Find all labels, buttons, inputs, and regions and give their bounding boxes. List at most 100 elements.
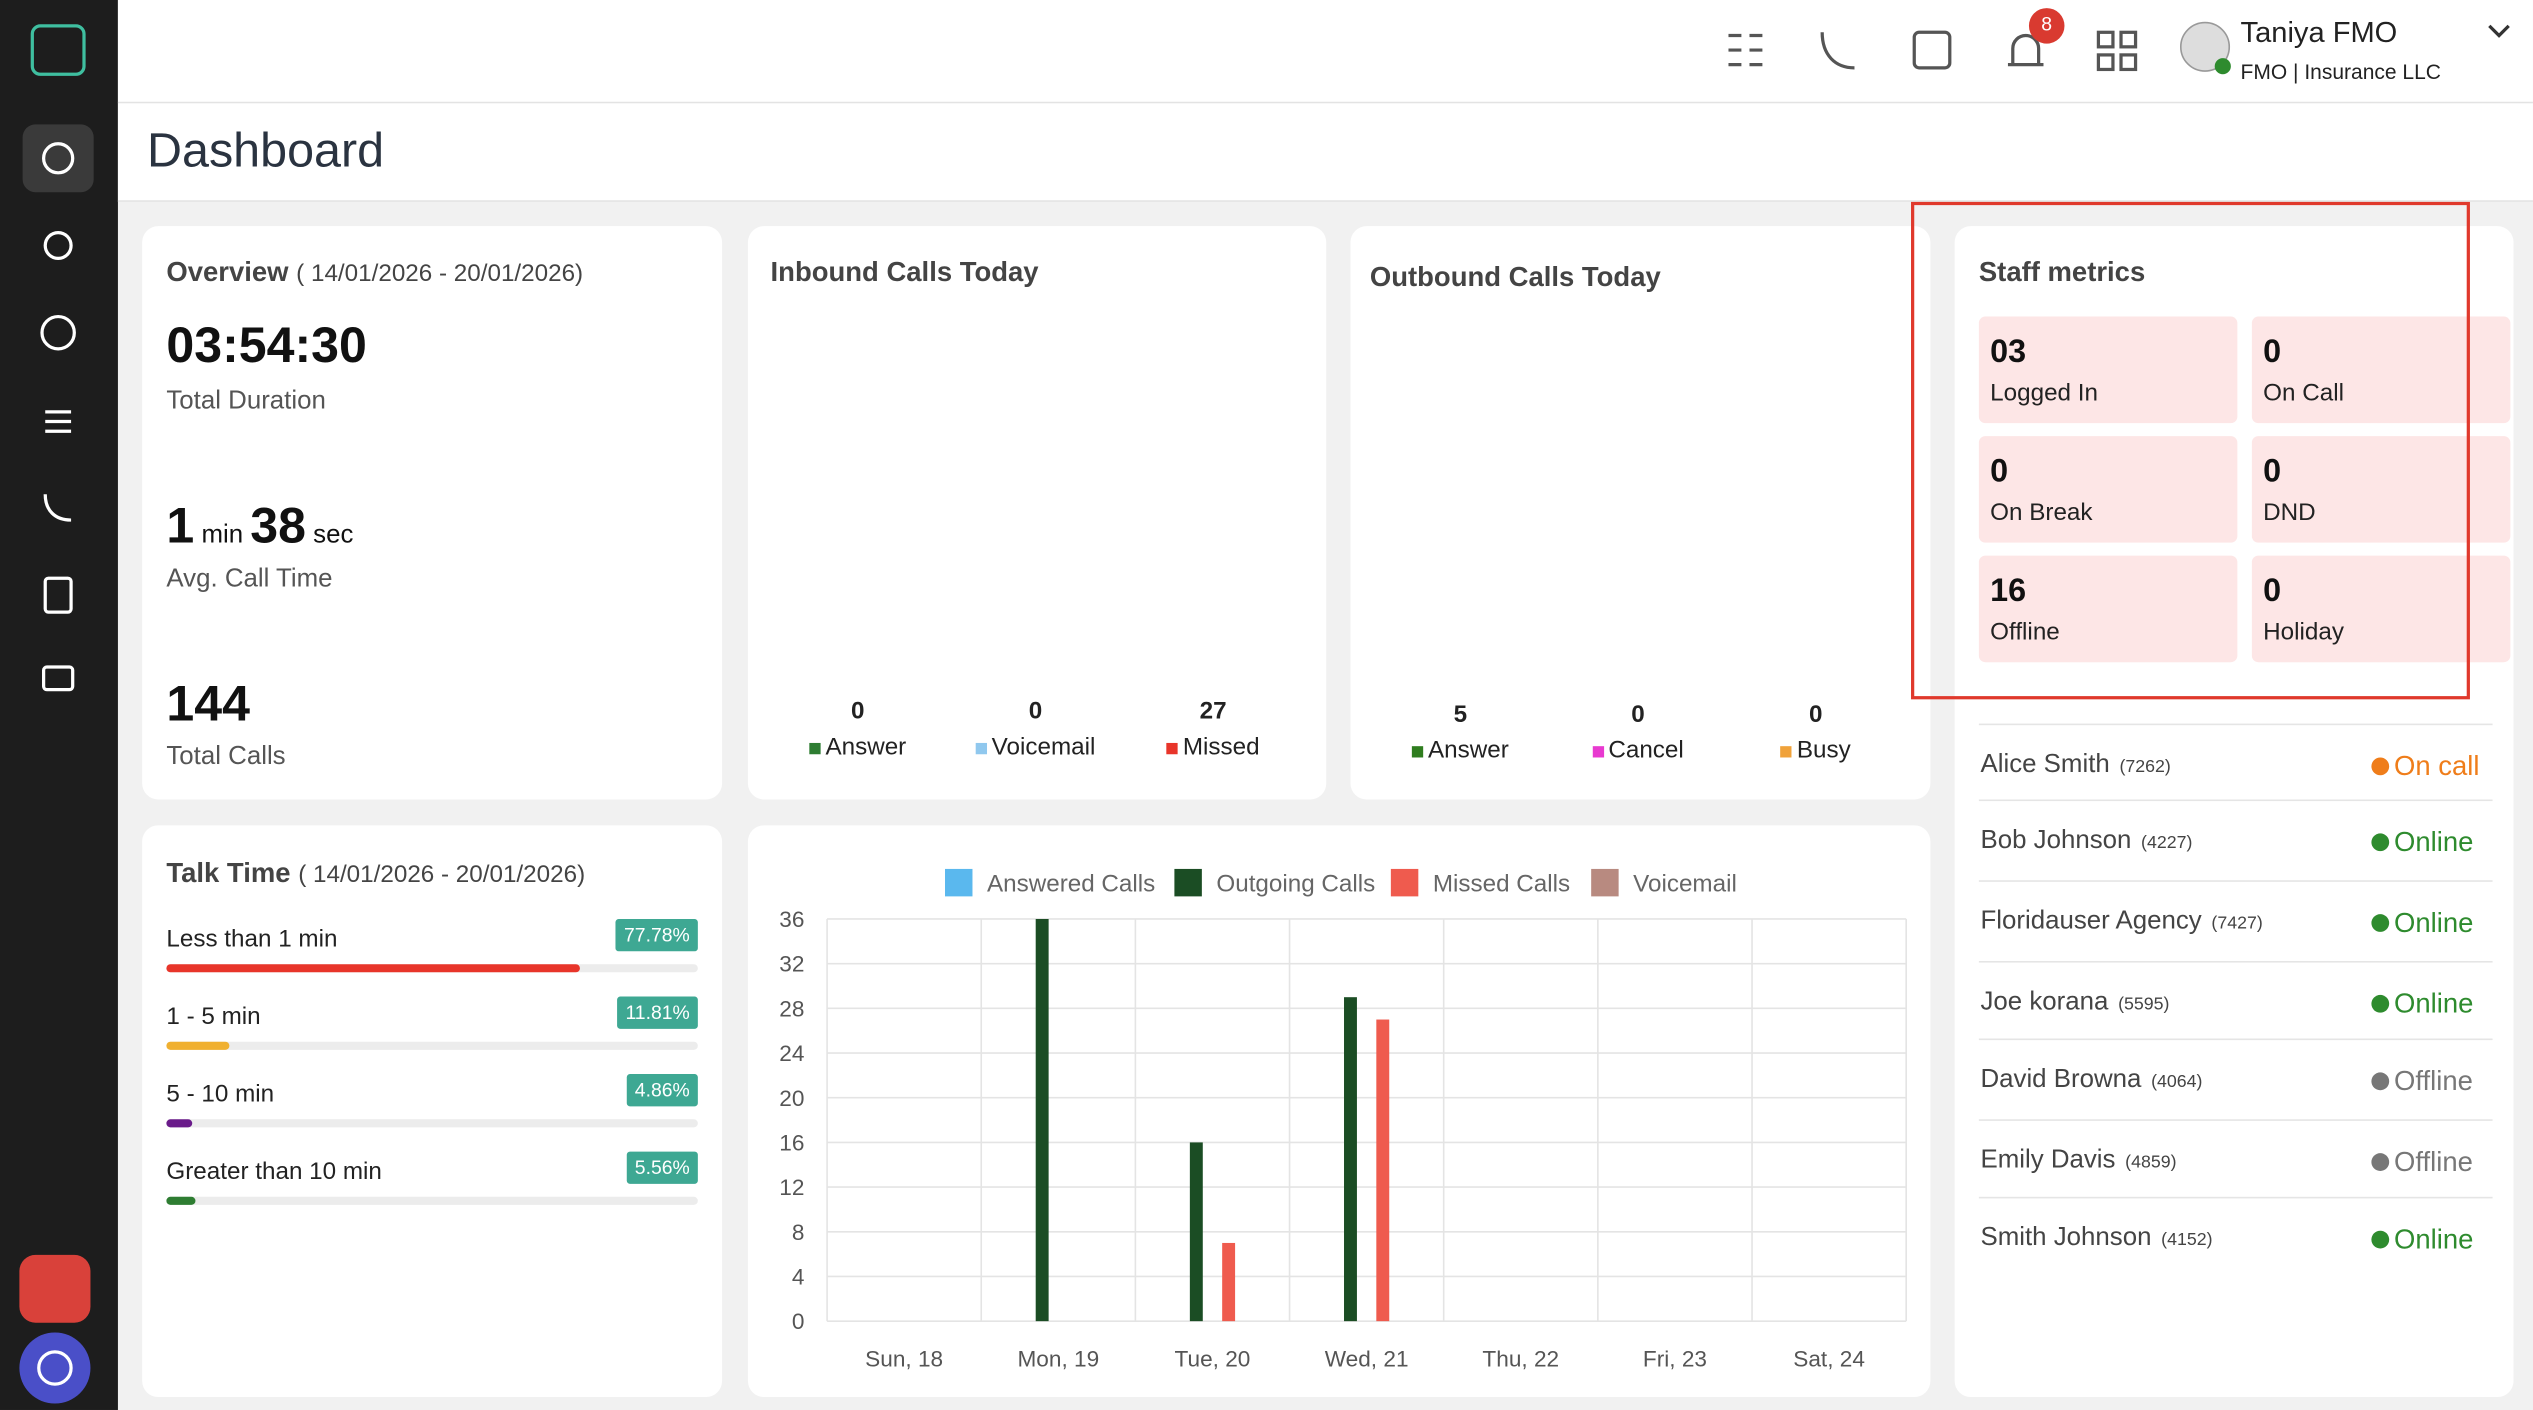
avg-call-time: 1 min 38 sec — [166, 497, 353, 555]
bar — [1222, 1242, 1236, 1322]
calls-chart: 0 4 8 12 16 20 24 28 32 36 Sun, 18 Mon, 19 Tue, 20 We… — [779, 868, 1907, 1371]
card-title: Talk Time ( 14/01/2026 - 20/01/2026) — [166, 858, 585, 890]
legend-swatch — [1780, 745, 1792, 757]
y-tick-label: 24 — [779, 1041, 804, 1066]
legend-value: 0 — [851, 697, 865, 726]
legend-value: 27 — [1199, 697, 1227, 726]
card-title: Staff metrics — [1978, 256, 2146, 288]
staff-name: David Browna (4064) — [1980, 1066, 2202, 1095]
legend-value: 0 — [1028, 697, 1043, 726]
talk-time-card: Talk Time ( 14/01/2026 - 20/01/2026) Les… — [142, 825, 723, 1398]
staff-status: Online — [2371, 827, 2473, 859]
outbound-card: Outbound Calls Today 5 Answer 0 Cancel 0 Busy — [1350, 226, 1931, 800]
apps-icon[interactable] — [2096, 30, 2115, 49]
status-text: Offline — [2394, 1146, 2473, 1178]
nav-contacts[interactable] — [43, 230, 73, 261]
staff-id: (4227) — [2141, 833, 2193, 853]
metric-value: 0 — [1990, 453, 2009, 490]
legend-value: 5 — [1453, 700, 1468, 729]
y-tick-label: 20 — [779, 1086, 804, 1111]
presence-dot — [2214, 58, 2231, 75]
x-tick-label: Sun, 18 — [865, 1346, 943, 1371]
notification-count: 8 — [2041, 12, 2053, 36]
staff-name-text: Floridauser Agency — [1980, 907, 2202, 936]
bar — [1344, 997, 1357, 1322]
staff-status: Offline — [2371, 1146, 2473, 1179]
user-menu-caret[interactable] — [2488, 24, 2510, 38]
bell-icon[interactable] — [2007, 33, 2044, 67]
nav-profile[interactable] — [40, 314, 76, 351]
staff-id: (5595) — [2118, 994, 2170, 1015]
overview-range: ( 14/01/2026 - 20/01/2026) — [296, 260, 584, 288]
legend-item: Voicemail — [955, 733, 1117, 761]
talk-title: Talk Time — [166, 857, 291, 889]
top-bar: 8 Taniya FMO FMO | Insurance LLC — [117, 0, 2533, 104]
title-bar: Dashboard — [117, 103, 2533, 202]
metric-value: 03 — [1990, 334, 2027, 370]
chat-button[interactable] — [19, 1332, 91, 1404]
talk-label: 5 - 10 min — [166, 1080, 275, 1108]
legend-item: Cancel — [1557, 736, 1719, 764]
staff-name-text: Bob Johnson — [1980, 826, 2132, 855]
staff-name: Emily Davis (4859) — [1980, 1147, 2176, 1176]
legend-swatch — [1592, 745, 1604, 757]
talk-bar — [166, 1041, 230, 1050]
y-tick-label: 0 — [792, 1309, 805, 1334]
nav-calls[interactable] — [43, 494, 72, 522]
nav-list[interactable] — [45, 410, 72, 433]
y-tick-label: 28 — [779, 996, 804, 1021]
staff-status: On call — [2371, 751, 2480, 783]
y-tick-label: 12 — [779, 1175, 804, 1200]
talk-bar — [166, 964, 580, 973]
overview-title: Overview — [166, 256, 289, 288]
metric-label: Logged In — [1990, 379, 2098, 408]
avatar[interactable] — [2179, 21, 2231, 72]
nav-dashboard[interactable] — [22, 124, 94, 193]
x-tick-label: Sat, 24 — [1793, 1346, 1865, 1371]
legend-label: Missed — [1182, 733, 1260, 761]
legend-swatch — [1166, 742, 1179, 754]
staff-status: Online — [2371, 988, 2473, 1020]
notification-badge — [2028, 8, 2065, 44]
legend-label: Voicemail — [1633, 871, 1737, 898]
talk-label: Less than 1 min — [166, 925, 338, 953]
sec-unit: sec — [313, 521, 354, 550]
status-dot — [2371, 994, 2390, 1013]
talk-track — [166, 1119, 698, 1128]
x-tick-label: Mon, 19 — [1017, 1346, 1099, 1371]
avg-sec: 38 — [250, 497, 306, 554]
card-title: Inbound Calls Today — [770, 256, 1039, 288]
legend-item: Missed — [1132, 733, 1294, 761]
sidebar — [0, 0, 118, 1410]
nav-reports[interactable] — [43, 576, 73, 614]
staff-separator — [1978, 1196, 2493, 1199]
phone-icon[interactable] — [1820, 32, 1855, 70]
nav-dashboard-icon — [42, 142, 75, 175]
upload-button[interactable] — [19, 1254, 91, 1323]
status-dot — [2371, 1153, 2390, 1171]
card-title: Outbound Calls Today — [1369, 261, 1661, 293]
total-calls-label: Total Calls — [166, 742, 286, 771]
status-dot — [2371, 833, 2390, 852]
user-org: FMO | Insurance LLC — [2240, 59, 2441, 84]
staff-name-text: Emily Davis — [1980, 1146, 2116, 1175]
total-calls: 144 — [166, 675, 250, 732]
metric-label: On Break — [1990, 499, 2093, 527]
x-tick-label: Thu, 22 — [1482, 1346, 1559, 1371]
status-dot — [2371, 914, 2390, 932]
calendar-icon[interactable] — [1912, 30, 1952, 70]
total-duration: 03:54:30 — [166, 316, 367, 374]
staff-status: Offline — [2371, 1066, 2473, 1098]
status-dot — [2371, 757, 2390, 776]
nav-messages[interactable] — [42, 665, 75, 692]
talk-percent: 11.81% — [617, 996, 698, 1029]
talk-percent: 5.56% — [626, 1151, 698, 1184]
status-text: Online — [2394, 1224, 2474, 1255]
sidebar-icons — [19, 24, 94, 1404]
legend-label: Answered Calls — [987, 871, 1155, 898]
legend-swatch — [975, 742, 987, 754]
metric-value: 0 — [2263, 334, 2282, 370]
tasks-icon[interactable] — [1728, 33, 1763, 67]
legend-label: Cancel — [1608, 736, 1684, 764]
status-text: Online — [2394, 907, 2474, 939]
